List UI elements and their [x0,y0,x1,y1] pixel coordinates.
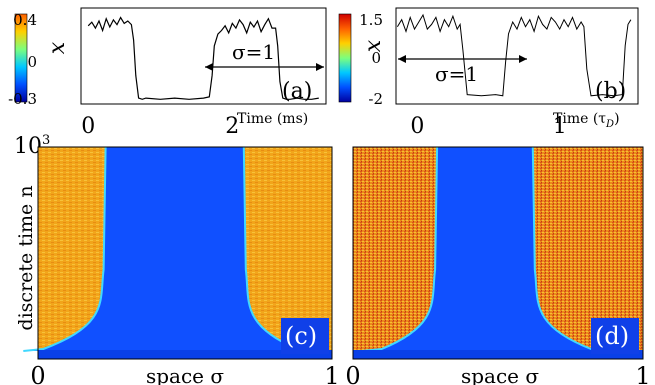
sigma-annotation-b: σ=1 [435,62,478,86]
ylabel-b: x [361,39,386,52]
plot-frame-c [37,146,333,360]
series-line-a [87,16,319,100]
initial-band-c [38,350,332,359]
sigma-arrowhead-b-right [519,55,527,63]
xlabel-b-sub: D [605,119,614,130]
ytick-c-top: 103 [14,133,50,159]
colorbar-a [14,13,28,103]
xtick-c-1: 1 [324,362,339,385]
xtick-a-0: 0 [81,114,95,139]
panel-label-c: (c) [285,322,317,350]
panel-a: 0.4 0 -0.3 x σ=1 (a) 0 2 Time (ms) [8,7,327,139]
ytick-c-top-exp: 3 [42,133,50,148]
xtick-c-0: 0 [30,362,45,385]
xlabel-b-text: Time (τ [553,111,606,127]
xtick-b-0: 0 [410,114,424,139]
panel-d: (d) 0 1 space σ [345,146,651,385]
panel-c: 103 discrete time n (c) 0 1 space σ [14,133,340,385]
panel-label-d: (d) [595,322,629,350]
ytick-a-top: 0.4 [13,11,37,29]
ytick-b-bottom: -2 [368,90,383,108]
panel-b: 1.5 0 -2 x σ=1 (b) 0 1 Time (τD) [338,7,639,139]
ytick-b-top: 1.5 [359,11,383,29]
panel-label-c-bg [281,318,329,354]
sigma-arrowhead-a-right [316,63,324,71]
panel-label-d-bg [591,318,639,354]
ytick-b-mid: 0 [371,49,381,67]
low-state-domain-d [361,147,612,351]
ytick-c-top-base: 10 [14,134,42,159]
xtick-d-1: 1 [635,362,650,385]
xlabel-d: space σ [461,364,539,385]
xtick-a-1: 2 [225,114,239,139]
panel-label-a: (a) [282,79,312,104]
xlabel-c: space σ [146,364,224,385]
ylabel-c: discrete time n [15,185,37,330]
colorbar-b [338,13,352,103]
domain-boundary-d [361,146,612,352]
sigma-annotation-a: σ=1 [232,40,275,64]
panel-label-b: (b) [595,79,626,104]
plot-frame-a [80,7,327,105]
ylabel-a: x [45,41,70,54]
series-line-b [396,13,632,97]
plot-frame-b [395,7,639,105]
xtick-d-0: 0 [345,362,360,385]
plot-frame-d [352,146,644,360]
xlabel-b-end: ) [614,111,619,127]
sigma-arrowhead-a-left [205,63,213,71]
sigma-arrowhead-b-left [398,55,406,63]
xlabel-b: Time (τD) [553,111,620,130]
ytick-a-mid: 0 [27,53,37,71]
ytick-a-bottom: -0.3 [8,90,37,108]
initial-band-d [353,350,643,359]
xtick-b-1: 1 [553,114,567,139]
xlabel-a: Time (ms) [237,111,308,127]
